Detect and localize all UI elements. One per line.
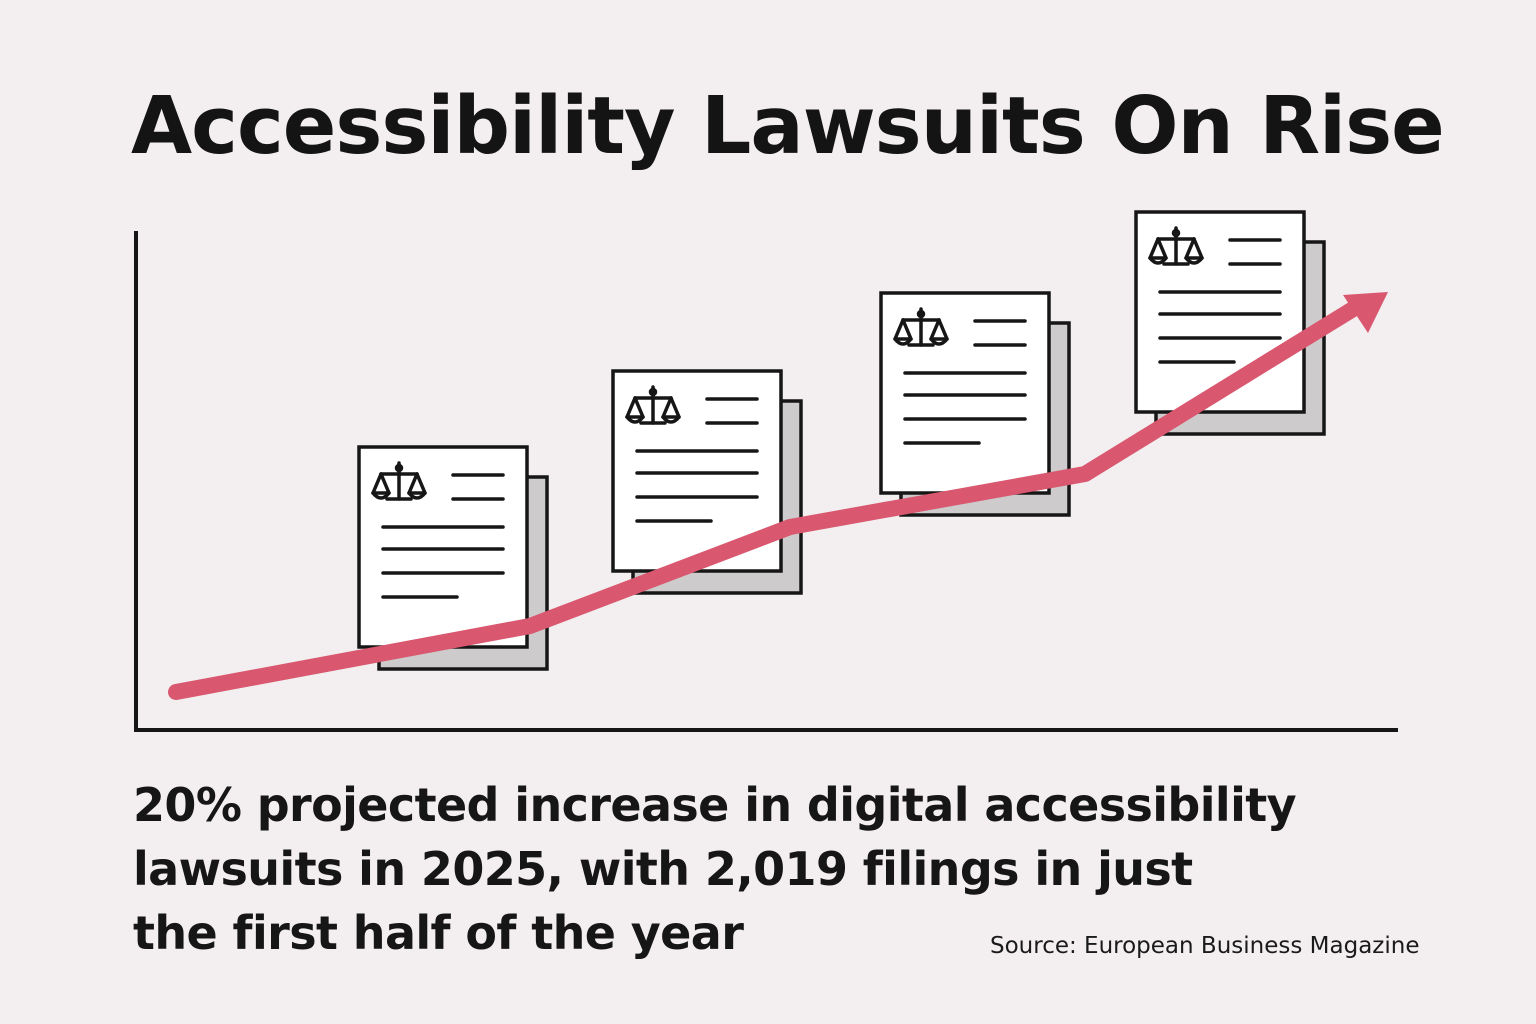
caption-line-1: 20% projected increase in digital access…: [133, 778, 1297, 832]
page-title: Accessibility Lawsuits On Rise: [131, 80, 1445, 172]
trend-arrow-icon: [168, 292, 1388, 700]
caption-line-3: the first half of the year: [133, 906, 744, 960]
source-credit: Source: European Business Magazine: [990, 933, 1420, 959]
summary-caption: 20% projected increase in digital access…: [133, 773, 1333, 965]
caption-line-2: lawsuits in 2025, with 2,019 filings in …: [133, 842, 1193, 896]
legal-document-icon: [1134, 210, 1326, 436]
